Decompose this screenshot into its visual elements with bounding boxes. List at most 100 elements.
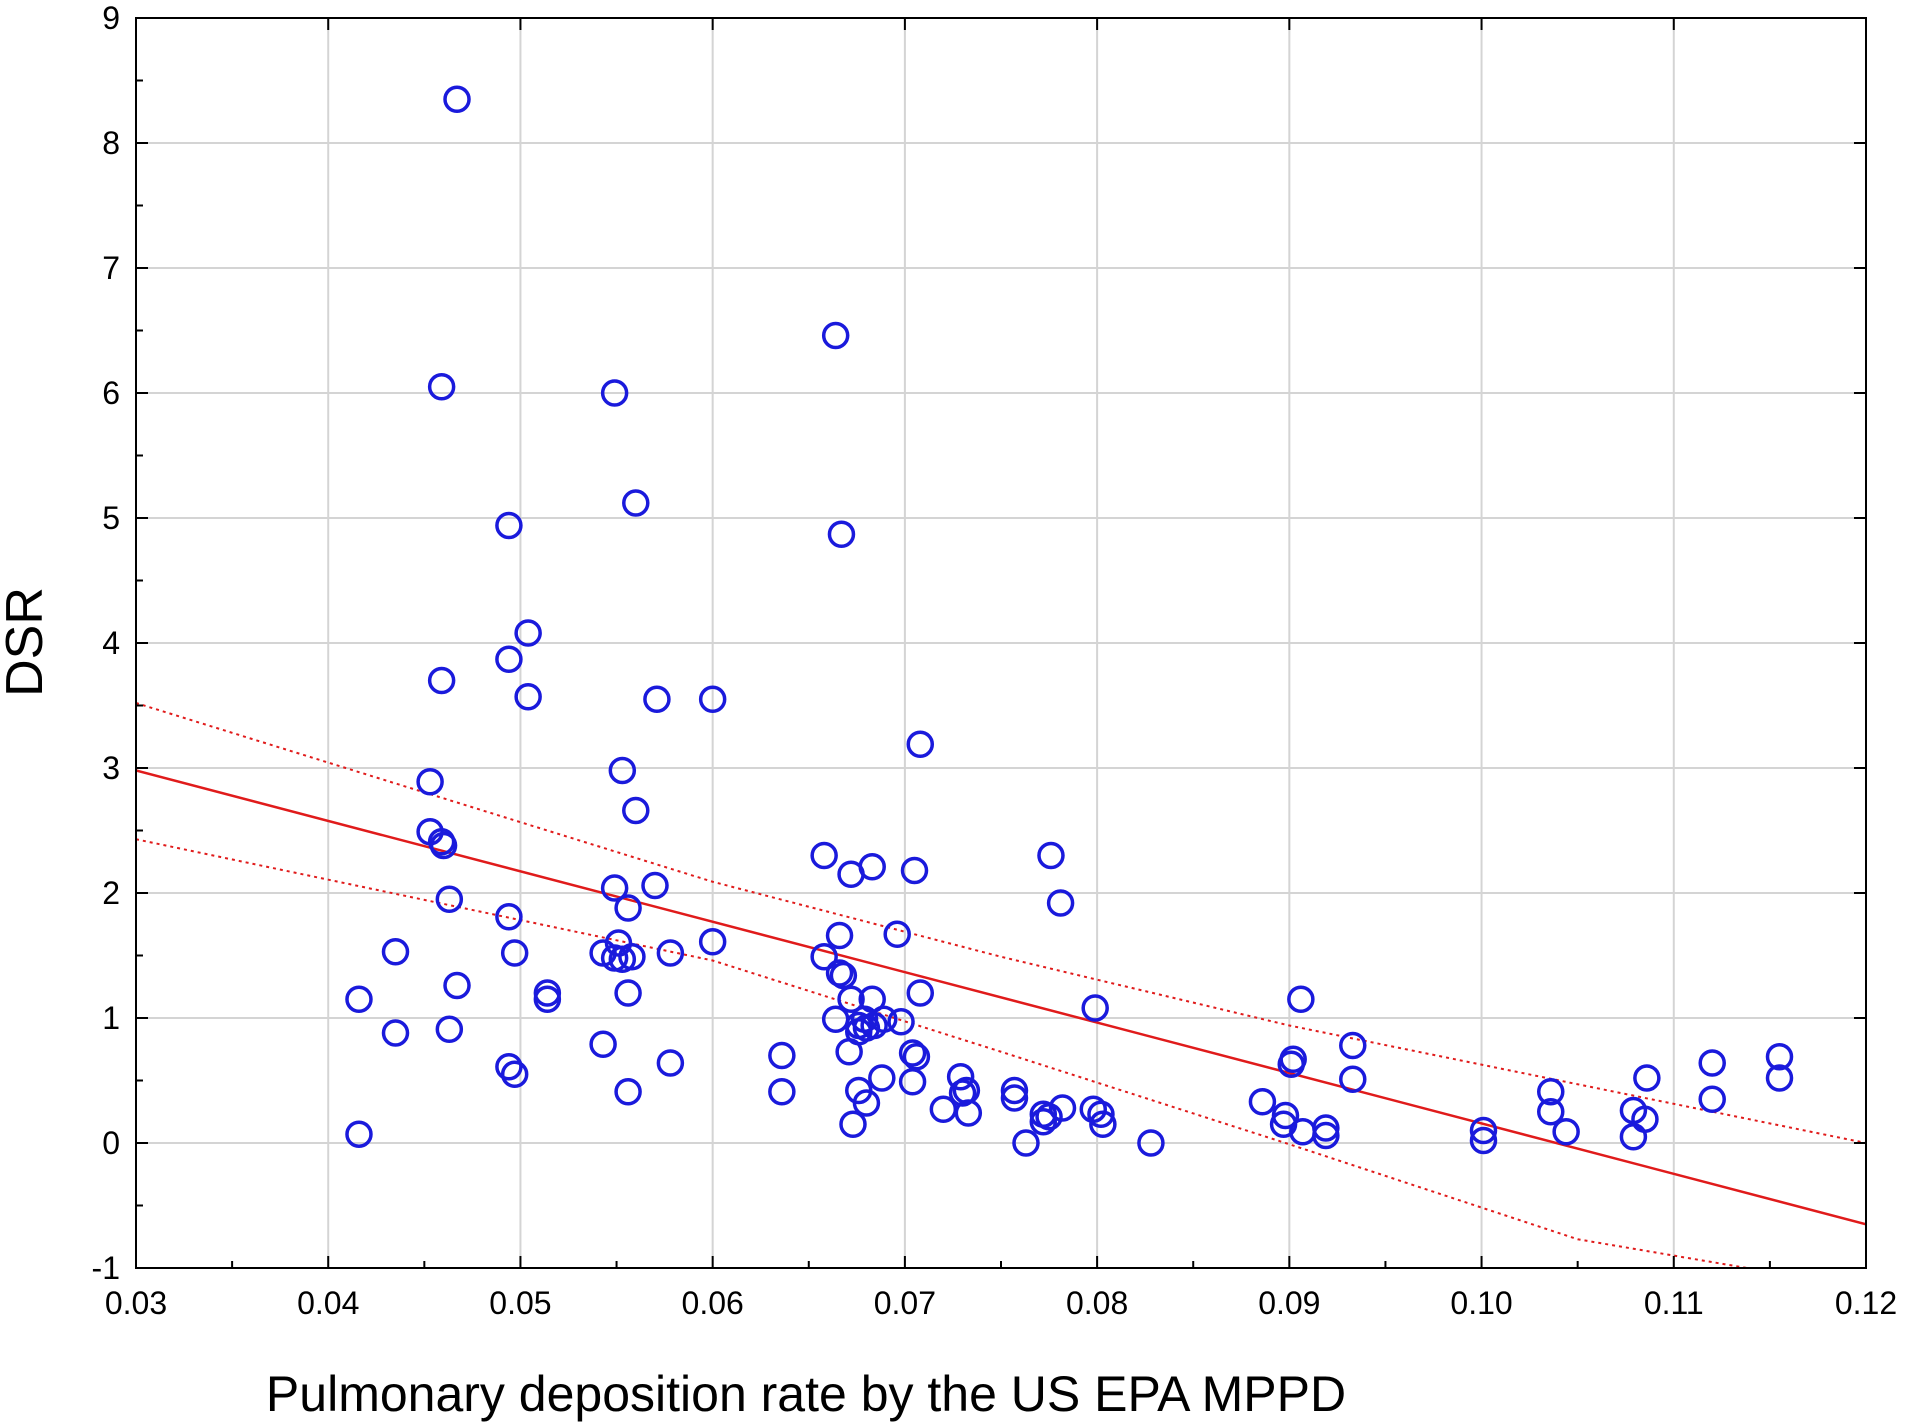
x-tick-label: 0.12 <box>1835 1285 1897 1321</box>
data-point <box>614 1078 642 1106</box>
y-tick-label: 9 <box>102 0 120 36</box>
y-tick-label: 1 <box>102 1000 120 1036</box>
data-point <box>821 321 850 350</box>
data-point <box>495 1053 523 1081</box>
data-point <box>514 683 542 711</box>
data-point <box>825 921 854 950</box>
x-tick-label: 0.11 <box>1644 1285 1704 1321</box>
data-point <box>954 1099 983 1127</box>
axis-ticks: 0.03 0.04 0.05 0.06 0.07 0.08 0.09 0.10 0.11 0.12… <box>92 0 1898 1321</box>
data-point <box>1087 1100 1115 1128</box>
data-points <box>345 85 1794 1157</box>
data-point <box>887 1008 915 1036</box>
data-point <box>1012 1129 1040 1157</box>
data-point <box>1765 1064 1794 1092</box>
data-point <box>906 979 935 1007</box>
data-point <box>837 985 865 1013</box>
regression-line <box>136 769 1866 1226</box>
data-point <box>600 379 629 407</box>
data-point <box>1287 985 1315 1013</box>
x-tick-label: 0.09 <box>1258 1285 1320 1321</box>
data-point <box>1048 1094 1077 1122</box>
x-axis-title: Pulmonary deposition rate by the US EPA … <box>266 1366 1346 1422</box>
data-point <box>883 920 911 948</box>
data-point <box>589 1030 617 1058</box>
data-point <box>852 1089 881 1117</box>
y-tick-label: 3 <box>102 750 120 786</box>
y-tick-label: 4 <box>102 625 120 661</box>
x-tick-label: 0.05 <box>489 1285 551 1321</box>
x-tick-label: 0.07 <box>874 1285 936 1321</box>
data-point <box>495 511 523 540</box>
data-point <box>1552 1118 1580 1146</box>
data-point <box>614 979 642 1007</box>
data-point <box>1029 1108 1058 1136</box>
data-point <box>827 520 856 548</box>
data-point <box>768 1078 796 1106</box>
data-point <box>1089 1110 1117 1138</box>
data-point <box>500 1060 529 1088</box>
data-point <box>656 1049 685 1077</box>
data-point <box>1248 1088 1277 1116</box>
data-point <box>829 961 858 990</box>
x-tick-label: 0.04 <box>297 1285 359 1321</box>
data-point <box>1277 1050 1306 1078</box>
data-point <box>1619 1123 1648 1151</box>
data-point <box>810 943 838 971</box>
data-point <box>1698 1049 1726 1077</box>
x-tick-label: 0.03 <box>105 1285 167 1321</box>
data-point <box>1469 1126 1498 1155</box>
data-point <box>858 853 886 881</box>
data-point <box>427 666 456 695</box>
data-point <box>643 685 671 713</box>
data-point <box>427 373 456 401</box>
data-point <box>345 985 373 1013</box>
data-point <box>500 939 529 967</box>
data-point <box>868 1064 896 1092</box>
data-point <box>1537 1078 1565 1106</box>
grid-lines <box>136 18 1866 1268</box>
data-point <box>381 1019 410 1047</box>
data-point <box>1698 1085 1726 1113</box>
data-point <box>929 1095 958 1123</box>
data-point <box>416 768 444 796</box>
fit-lines <box>136 702 1866 1268</box>
data-point <box>839 1110 867 1138</box>
y-tick-label: 8 <box>102 125 120 161</box>
data-point <box>898 1068 927 1096</box>
confidence-band-line <box>136 838 1747 1268</box>
data-point <box>514 619 542 647</box>
data-point <box>946 1063 975 1091</box>
y-tick-label: 7 <box>102 250 120 286</box>
data-point <box>835 1038 863 1066</box>
data-point <box>495 645 523 673</box>
x-tick-label: 0.06 <box>682 1285 744 1321</box>
data-point <box>443 971 471 1000</box>
data-point <box>600 874 629 902</box>
data-point <box>906 730 935 758</box>
data-point <box>1137 1129 1165 1157</box>
y-tick-label: 5 <box>102 500 120 536</box>
data-point <box>948 1079 977 1107</box>
data-point <box>435 885 464 913</box>
data-point <box>1000 1076 1029 1105</box>
data-point <box>1037 841 1065 870</box>
y-tick-label: 0 <box>102 1125 120 1161</box>
data-point <box>1312 1121 1340 1150</box>
y-tick-label: 2 <box>102 875 120 911</box>
data-point <box>698 928 727 956</box>
data-point <box>1000 1084 1029 1112</box>
data-point <box>443 85 471 113</box>
data-point <box>495 903 523 931</box>
data-point <box>1046 889 1075 917</box>
data-point <box>608 756 637 785</box>
x-tick-label: 0.10 <box>1450 1285 1512 1321</box>
data-point <box>1537 1098 1565 1126</box>
data-point <box>1081 994 1109 1022</box>
x-tick-label: 0.08 <box>1066 1285 1128 1321</box>
data-point <box>622 489 650 517</box>
data-point <box>345 1120 373 1148</box>
data-point <box>618 943 646 971</box>
data-point <box>1765 1043 1794 1071</box>
